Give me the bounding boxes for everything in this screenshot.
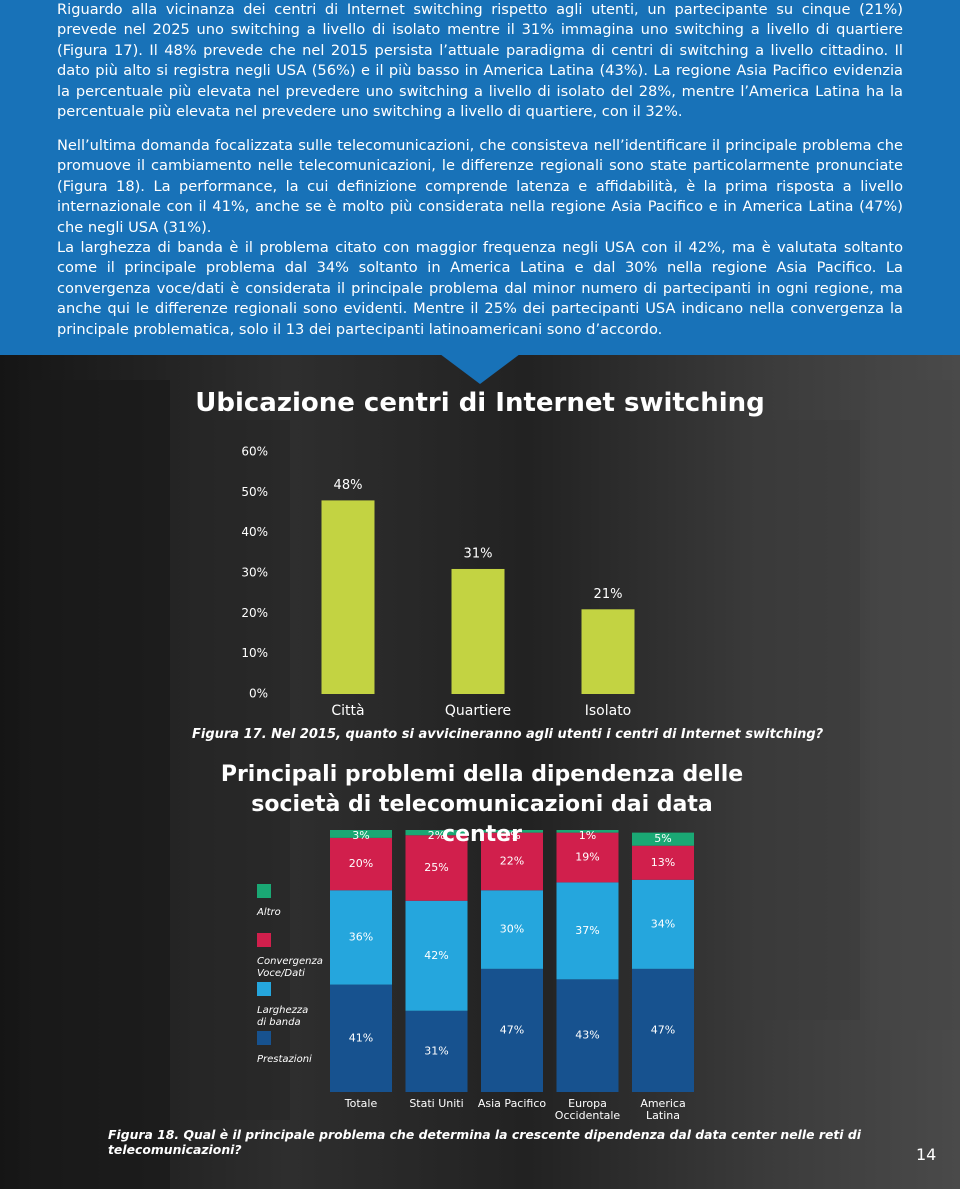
paragraph: La larghezza di banda è il problema cita… — [57, 239, 903, 338]
x-tick-label: Stati Uniti — [409, 1097, 464, 1110]
bar-segment — [330, 837, 392, 891]
legend-swatch — [257, 884, 271, 898]
chart-title: Ubicazione centri di Internet switching — [195, 388, 765, 418]
value-label: 43% — [575, 1029, 599, 1042]
value-label: 19% — [575, 851, 599, 864]
y-tick-label: 50% — [241, 485, 268, 499]
bar-segment — [481, 832, 543, 891]
value-label: 41% — [349, 1031, 373, 1044]
value-label: 48% — [334, 478, 363, 493]
bar-segment — [556, 979, 619, 1092]
notch — [440, 354, 520, 384]
bar-segment — [632, 845, 694, 880]
bar-segment — [405, 835, 468, 901]
bar-segment — [330, 830, 392, 838]
bar-segment — [405, 900, 468, 1011]
legend-item: Convergenza Voce/Dati — [257, 933, 323, 980]
chart-title: Principali problemi della dipendenza del… — [220, 762, 744, 847]
value-label: 47% — [651, 1023, 675, 1036]
caption: Figura 17. Nel 2015, quanto si avviciner… — [192, 727, 824, 742]
value-label: 31% — [424, 1044, 448, 1057]
x-tick-label: Quartiere — [445, 703, 511, 719]
bar-segment — [556, 882, 619, 980]
bar-segment — [481, 890, 543, 969]
x-tick-label: America Latina — [640, 1097, 686, 1122]
y-tick-label: 20% — [241, 606, 268, 620]
legend-label: Larghezza di banda — [257, 1005, 309, 1028]
legend-item: Altro — [257, 884, 319, 919]
bar-segment — [632, 879, 694, 969]
bar-segment — [632, 968, 694, 1092]
bar — [451, 568, 505, 694]
paragraph: Nell’ultima domanda focalizzata sulle te… — [57, 137, 903, 236]
value-label: 20% — [349, 857, 373, 870]
value-label: 31% — [464, 546, 493, 561]
bar-segment — [481, 968, 543, 1092]
legend-label: Prestazioni — [257, 1054, 312, 1065]
y-tick-label: 60% — [241, 445, 268, 459]
caption: Figura 18. Qual è il principale problema… — [108, 1127, 861, 1157]
bar-segment — [481, 830, 543, 833]
value-label: 36% — [349, 930, 373, 943]
value-label: 22% — [500, 854, 524, 867]
value-label: 1% — [503, 829, 520, 842]
legend-swatch — [257, 982, 271, 996]
value-label: 2% — [428, 829, 445, 842]
legend-label: Convergenza Voce/Dati — [257, 956, 323, 979]
value-label: 34% — [651, 917, 675, 930]
value-label: 5% — [654, 832, 671, 845]
legend-item: Prestazioni — [257, 1031, 319, 1066]
bar-segment — [405, 830, 468, 836]
value-label: 30% — [500, 923, 524, 936]
paragraph: Riguardo alla vicinanza dei centri di In… — [57, 1, 903, 121]
value-label: 47% — [500, 1023, 524, 1036]
y-tick-label: 10% — [241, 646, 268, 660]
bar-segment — [330, 890, 392, 985]
legend-swatch — [257, 1031, 271, 1045]
bar — [581, 609, 635, 694]
bar-segment — [556, 832, 619, 883]
value-label: 21% — [594, 587, 623, 602]
value-label: 42% — [424, 949, 448, 962]
value-label: 1% — [579, 829, 596, 842]
value-label: 13% — [651, 856, 675, 869]
value-label: 25% — [424, 861, 448, 874]
y-tick-label: 30% — [241, 566, 268, 580]
legend-label: Altro — [257, 907, 281, 918]
y-tick-label: 0% — [249, 687, 268, 701]
value-label: 3% — [352, 829, 369, 842]
bar-segment — [556, 830, 619, 833]
legend-item: Larghezza di banda — [257, 982, 319, 1029]
x-tick-label: Isolato — [585, 703, 632, 719]
bar-segment — [405, 1010, 468, 1092]
x-tick-label: Asia Pacifico — [477, 1097, 547, 1110]
bar-segment — [330, 984, 392, 1092]
legend-swatch — [257, 933, 271, 947]
x-tick-label: Città — [331, 703, 364, 719]
intro-section: Riguardo alla vicinanza dei centri di In… — [0, 0, 960, 355]
x-tick-label: Europa Occidentale — [554, 1097, 621, 1122]
bar-segment — [632, 832, 694, 846]
page-number: 14 — [916, 1145, 937, 1164]
x-tick-label: Totale — [344, 1097, 378, 1110]
value-label: 37% — [575, 924, 599, 937]
bar — [321, 500, 375, 694]
y-tick-label: 40% — [241, 525, 268, 539]
